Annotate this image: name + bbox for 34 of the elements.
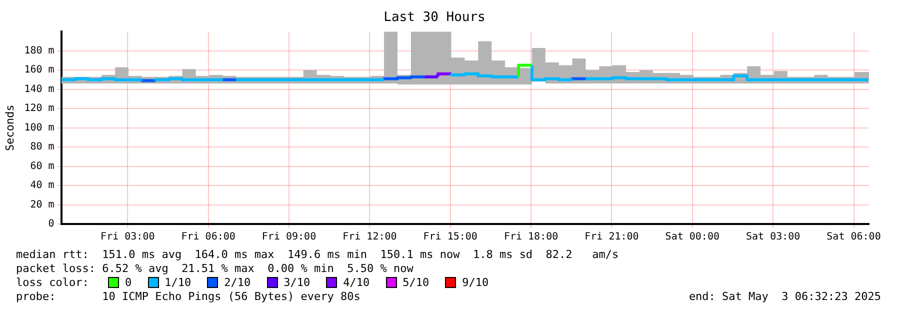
text: probe: 10 ICMP Echo Pings (56 Bytes) every 80s (16, 290, 360, 304)
legend-label: 0 (125, 276, 132, 289)
x-tick-label: Fri 09:00 (262, 232, 316, 243)
x-tick-label: Fri 06:00 (181, 232, 236, 243)
x-tick-label: Sat 03:00 (746, 232, 800, 243)
y-tick-label: 100 m (24, 122, 54, 134)
legend-label: 1/10 (164, 276, 192, 289)
y-tick-label: 60 m (30, 160, 54, 172)
text: end: Sat May 3 06:32:23 2025 (688, 290, 881, 304)
x-tick-label: Fri 12:00 (342, 232, 397, 243)
legend-label: 4/10 (343, 276, 370, 289)
x-tick-label: Sat 06:00 (826, 232, 881, 243)
y-tick-label: 180 m (24, 45, 54, 56)
y-tick-label: 20 m (30, 199, 54, 210)
legend-label: 5/10 (402, 276, 430, 289)
x-tick-label: Fri 03:00 (100, 232, 155, 243)
y-tick-label: 160 m (24, 64, 54, 76)
x-tick-label: Fri 21:00 (584, 232, 639, 243)
legend-label: 2/10 (224, 276, 251, 289)
y-tick-label: 140 m (24, 84, 54, 95)
text: packet loss: 6.52 % avg 21.51 % max 0.00 % min 5.50 % now (16, 262, 414, 276)
y-tick-label: 80 m (30, 142, 54, 153)
legend-label: 3/10 (284, 276, 310, 289)
x-tick-label: Fri 15:00 (423, 232, 478, 243)
legend-title: loss color: (16, 276, 90, 289)
y-tick-label: 40 m (30, 180, 54, 192)
chart-title: Last 30 Hours (384, 10, 486, 26)
legend-label: 9/10 (462, 276, 489, 289)
y-tick-label: 120 m (24, 103, 54, 114)
text: median rtt: 151.0 ms avg 164.0 ms max 149.6 ms min 150.1 ms now 1.8 ms sd 82.2 am/s (16, 248, 619, 262)
y-axis-title: Seconds (3, 104, 16, 151)
x-tick-label: Fri 18:00 (504, 232, 558, 243)
y-tick-label: 0 (48, 218, 54, 230)
x-tick-label: Sat 00:00 (665, 232, 720, 243)
